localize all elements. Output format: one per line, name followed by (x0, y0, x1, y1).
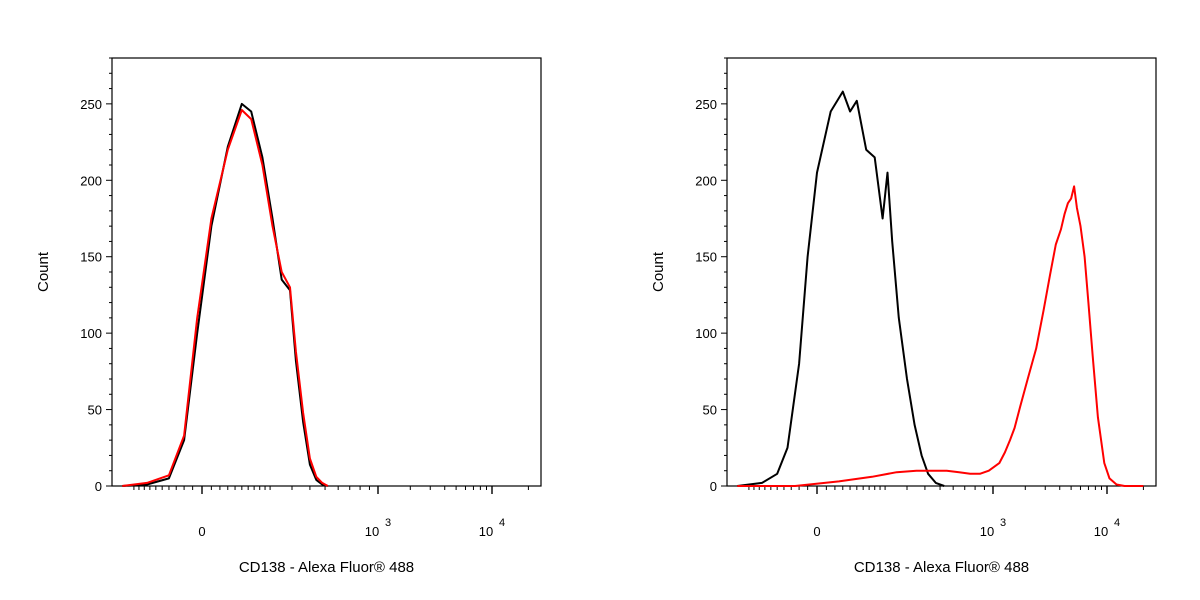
x-axis-title: CD138 - Alexa Fluor® 488 (854, 559, 1029, 576)
y-tick-label: 250 (695, 97, 717, 112)
series-line-black (122, 102, 329, 487)
x-tick-label: 0 (198, 524, 205, 539)
x-tick-label: 10 (980, 524, 994, 539)
x-tick-label: 10 (1094, 524, 1108, 539)
series-line-red (737, 185, 1144, 487)
plot-frame (111, 57, 542, 487)
series-line-red (122, 109, 329, 487)
series-line-black (737, 90, 945, 487)
histogram-panel-right: 0 50 100 150 200 250 0 10 3 10 4 CD138 - Alexa Fluo… (650, 57, 1157, 576)
x-tick-label: 10 (365, 524, 379, 539)
y-axis-title: Count (35, 251, 52, 292)
y-tick-label: 100 (695, 326, 717, 341)
y-tick-label: 150 (80, 250, 102, 265)
x-tick-exponent: 4 (1114, 517, 1120, 529)
y-axis-title: Count (650, 251, 667, 292)
x-tick-label: 0 (813, 524, 820, 539)
y-tick-label: 100 (80, 326, 102, 341)
y-tick-label: 250 (80, 97, 102, 112)
y-tick-label: 150 (695, 250, 717, 265)
x-axis-title: CD138 - Alexa Fluor® 488 (239, 559, 414, 576)
x-tick-exponent: 4 (499, 517, 505, 529)
y-tick-label: 200 (695, 173, 717, 188)
y-tick-label: 0 (710, 479, 717, 494)
x-tick-exponent: 3 (1000, 517, 1006, 529)
x-tick-label: 10 (479, 524, 493, 539)
histogram-panel-left: 0 50 100 150 200 250 0 10 3 10 4 CD138 - Alexa Fluo… (35, 57, 542, 576)
y-tick-label: 0 (95, 479, 102, 494)
y-tick-label: 50 (703, 403, 717, 418)
x-tick-exponent: 3 (385, 517, 391, 529)
y-tick-label: 200 (80, 173, 102, 188)
y-tick-label: 50 (88, 403, 102, 418)
